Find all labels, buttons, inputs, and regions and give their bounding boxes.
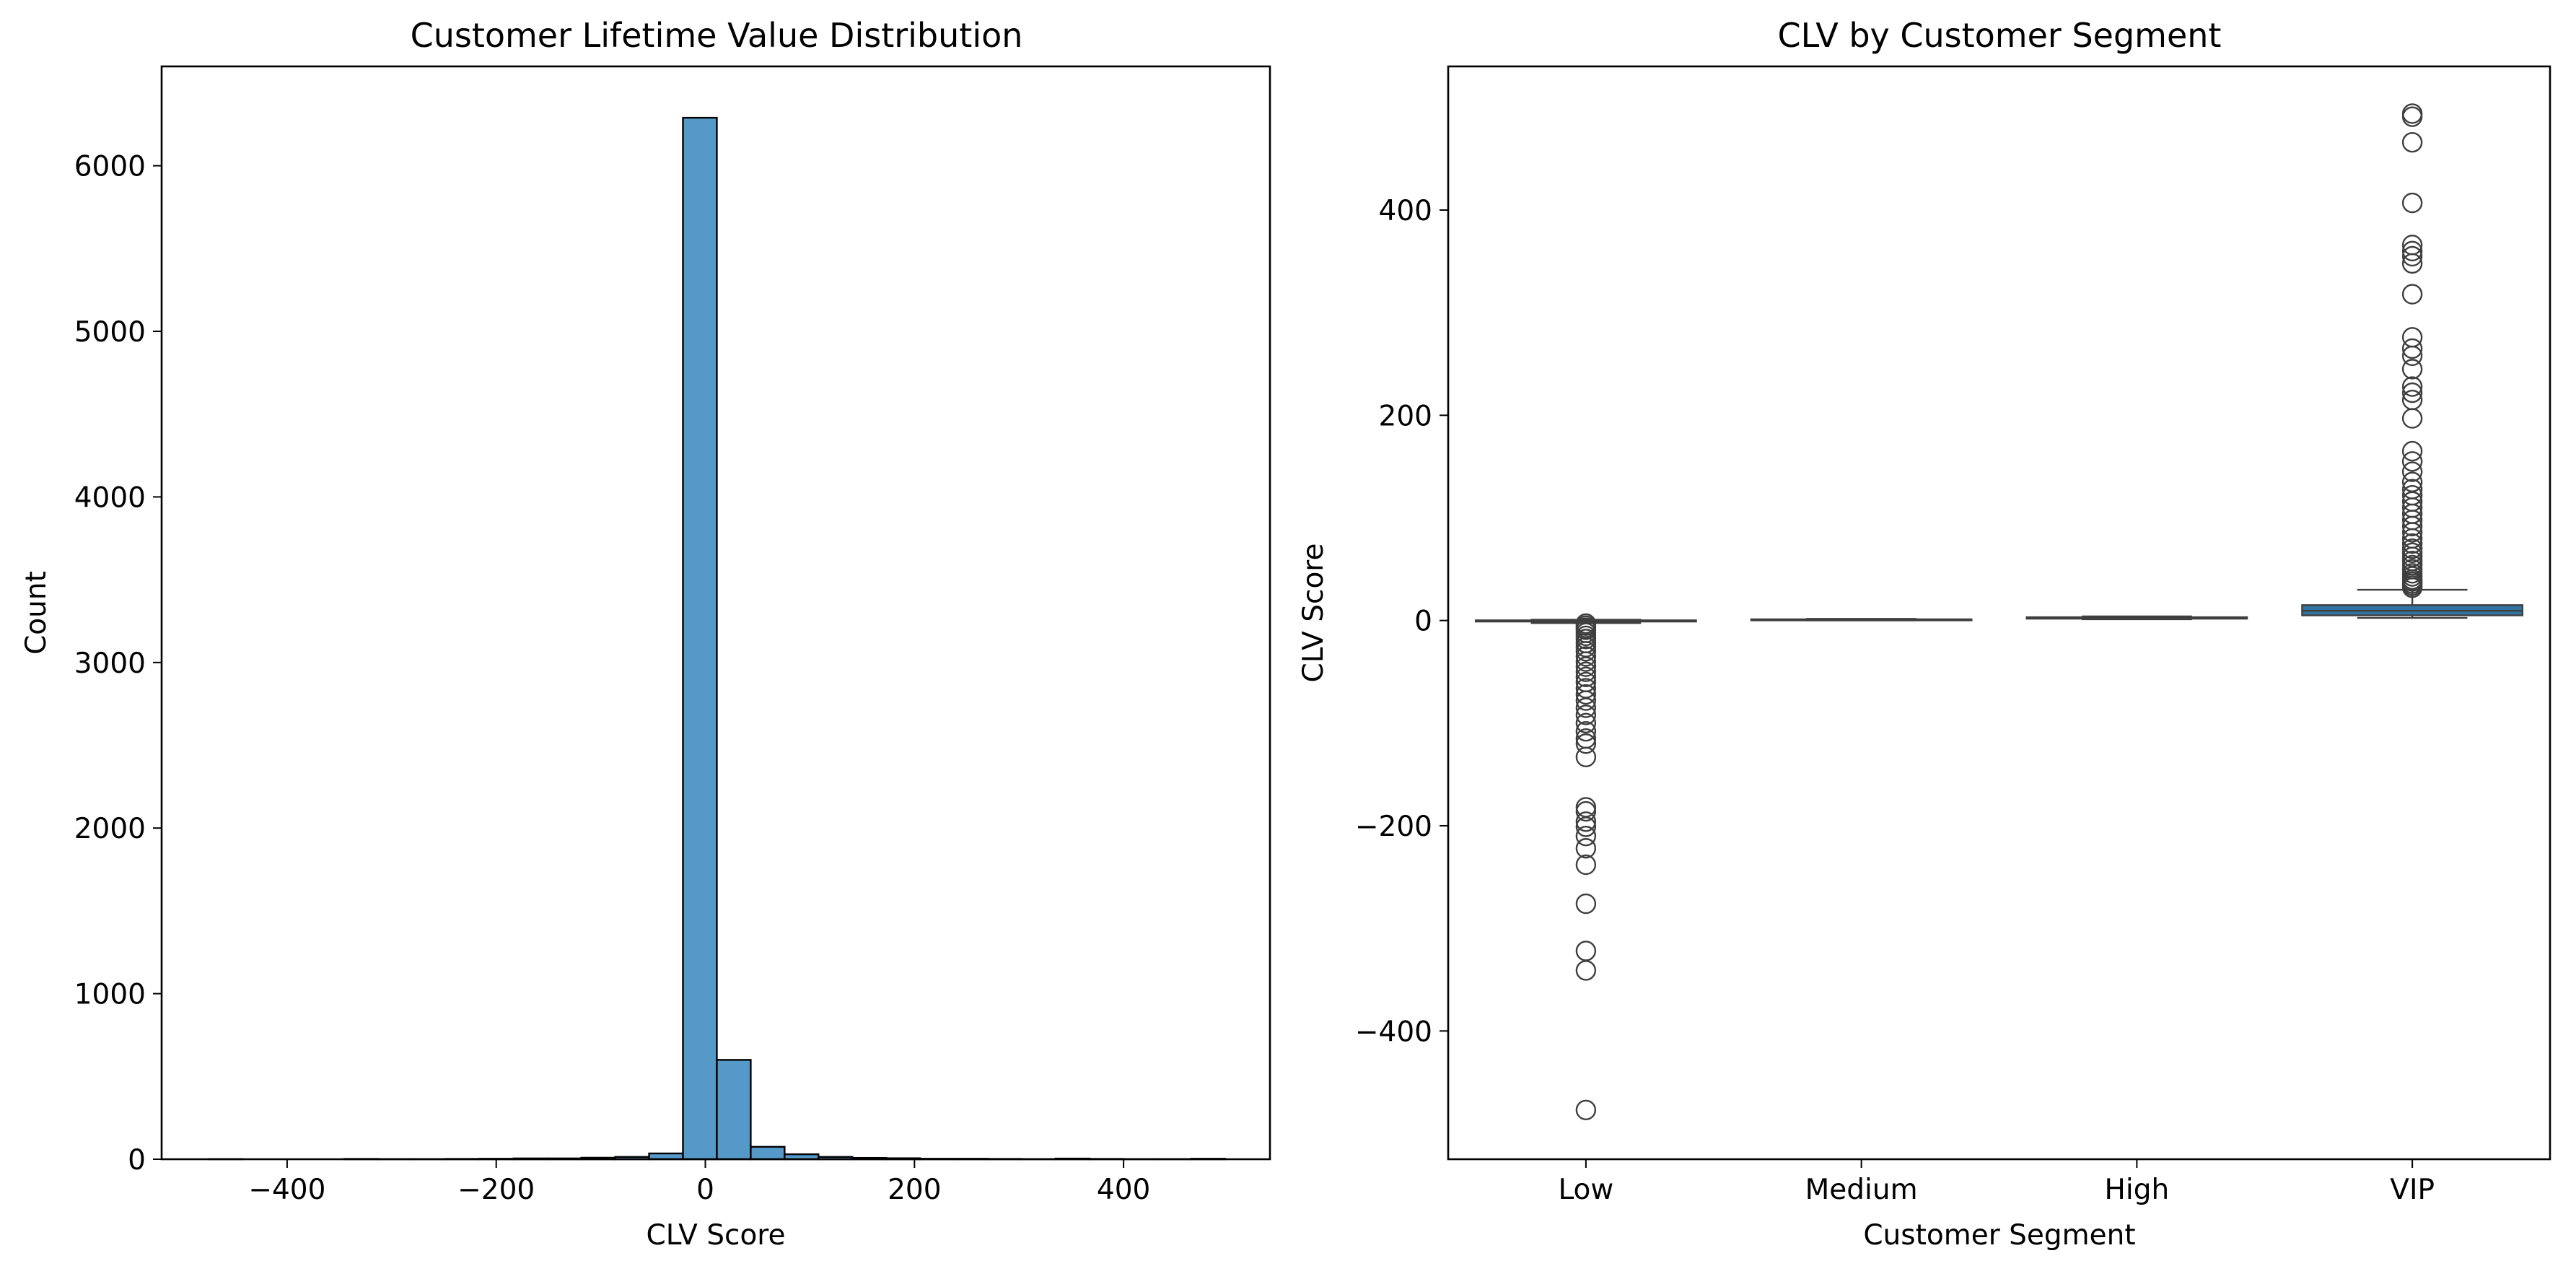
boxplot-y-tick-label: −400 [1355, 1016, 1432, 1048]
outlier-point [2401, 103, 2423, 124]
outlier-point [1575, 690, 1597, 711]
boxplot-x-tick-label: VIP [2390, 1174, 2435, 1206]
outlier-point [1575, 641, 1597, 662]
outlier-point [2401, 359, 2423, 380]
histogram-plot-frame [160, 65, 1271, 1161]
histogram-y-tick-label: 2000 [74, 813, 146, 845]
boxplot-marks [1474, 103, 2524, 1120]
box-medium [1750, 618, 1973, 621]
boxplot-x-axis-label: Customer Segment [1863, 1219, 2135, 1252]
outlier-point [1575, 651, 1597, 672]
histogram-y-tick-label: 3000 [74, 647, 146, 680]
boxplot-x-tick-label: High [2105, 1174, 2170, 1206]
outlier-point [2401, 240, 2423, 262]
outlier-point [1575, 733, 1597, 754]
boxplot-y-ticks: −400 −200 0 200 400 [1355, 195, 1448, 1048]
outlier-point [2401, 338, 2423, 359]
histogram-x-tick-label: −400 [248, 1174, 325, 1206]
histogram-y-tick-label: 5000 [74, 316, 146, 349]
outlier-point [1575, 746, 1597, 767]
histogram-x-tick-label: 400 [1097, 1174, 1150, 1206]
histogram-y-tick-label: 6000 [74, 151, 146, 183]
boxplot-y-tick-label: 0 [1414, 606, 1432, 638]
outlier-point [2401, 408, 2423, 429]
boxplot-panel: CLV by Customer Segment Low Medium High VIP… [1297, 16, 2551, 1252]
outlier-point [2401, 192, 2423, 214]
histogram-y-axis-label: Count [20, 571, 53, 655]
histogram-x-ticks: −400 −200 0 200 400 [248, 1159, 1150, 1206]
histogram-x-tick-label: 200 [888, 1174, 941, 1206]
boxplot-y-tick-label: −200 [1355, 811, 1432, 843]
histogram-bar [716, 1059, 752, 1161]
outlier-point [2401, 376, 2423, 397]
outlier-point [1575, 656, 1597, 677]
boxplot-y-tick-label: 200 [1379, 400, 1432, 432]
outlier-point [1575, 684, 1597, 705]
outlier-point [1575, 800, 1597, 822]
outlier-point [1575, 854, 1597, 876]
outlier-point [1575, 1099, 1597, 1120]
outlier-point [1575, 811, 1597, 832]
boxplot-x-tick-label: Medium [1805, 1174, 1918, 1206]
outlier-point [1575, 816, 1597, 837]
histogram-y-ticks: 0 1000 2000 3000 4000 5000 6000 [74, 151, 162, 1177]
outlier-point [2401, 327, 2423, 348]
outlier-point [2401, 479, 2423, 499]
outlier-point [1575, 666, 1597, 688]
outlier-point [2401, 451, 2423, 472]
boxplot-y-tick-label: 400 [1379, 195, 1432, 227]
outlier-point [2401, 235, 2423, 256]
outlier-point [2401, 485, 2423, 506]
box-high [2025, 615, 2248, 621]
boxplot-x-ticks: Low Medium High VIP [1558, 1159, 2435, 1206]
outlier-point [2401, 538, 2423, 559]
histogram-x-axis-label: CLV Score [647, 1219, 786, 1252]
outlier-point [1575, 941, 1597, 961]
outlier-point [2401, 382, 2423, 403]
outlier-point [2401, 245, 2423, 267]
histogram-bar [682, 116, 718, 1161]
histogram-y-tick-label: 1000 [74, 979, 146, 1011]
outlier-point [2401, 471, 2423, 492]
outlier-point [1575, 960, 1597, 981]
outlier-point [1575, 697, 1597, 718]
histogram-y-tick-label: 4000 [74, 481, 146, 514]
histogram-bar [750, 1146, 786, 1161]
boxplot-plot-frame [1447, 65, 2551, 1161]
boxplot-x-tick-label: Low [1558, 1174, 1613, 1206]
outlier-point [1575, 646, 1597, 667]
histogram-panel: Customer Lifetime Value Distribution −40… [20, 16, 1271, 1252]
outlier-point [1575, 838, 1597, 859]
box-low [1474, 613, 1697, 1120]
outlier-point [1575, 825, 1597, 847]
outlier-point [2401, 131, 2423, 153]
histogram-x-tick-label: 0 [696, 1174, 714, 1206]
box-vip [2301, 103, 2524, 619]
histogram-x-tick-label: −200 [457, 1174, 535, 1206]
outlier-point [1575, 720, 1597, 742]
boxplot-title: CLV by Customer Segment [1778, 16, 2222, 55]
histogram-title: Customer Lifetime Value Distribution [411, 16, 1023, 55]
outlier-point [1575, 893, 1597, 915]
outlier-point [1575, 704, 1597, 725]
boxplot-y-axis-label: CLV Score [1297, 544, 1330, 683]
outlier-point [2401, 533, 2423, 554]
outlier-point [1575, 712, 1597, 734]
outlier-point [2401, 461, 2423, 482]
outlier-point [2401, 440, 2423, 462]
outlier-point [2401, 284, 2423, 305]
outlier-point [1575, 661, 1597, 682]
histogram-bars [208, 116, 1226, 1161]
outlier-point [2401, 389, 2423, 411]
histogram-y-tick-label: 0 [128, 1144, 146, 1177]
